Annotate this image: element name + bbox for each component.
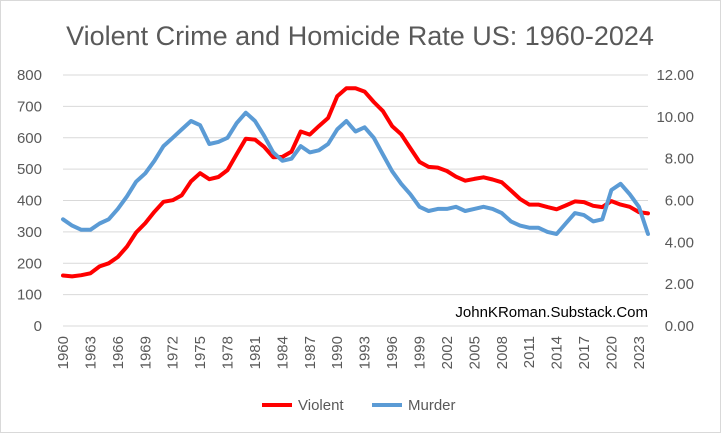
right-tick-label: 10.00 — [656, 109, 694, 126]
left-tick-label: 700 — [17, 98, 42, 115]
x-tick-label: 1978 — [220, 336, 237, 369]
x-tick-label: 1984 — [274, 336, 291, 369]
x-tick-label: 1972 — [165, 336, 182, 369]
x-tick-label: 1996 — [384, 336, 401, 369]
left-tick-label: 200 — [17, 255, 42, 272]
chart-title: Violent Crime and Homicide Rate US: 1960… — [66, 21, 654, 51]
source-annotation: JohnKRoman.Substack.Com — [455, 304, 648, 321]
x-tick-label: 1963 — [82, 336, 99, 369]
series-line-violent — [61, 86, 650, 279]
legend-label-murder: Murder — [408, 397, 456, 414]
x-tick-label: 1990 — [329, 336, 346, 369]
series-lines — [61, 86, 650, 279]
left-tick-label: 600 — [17, 130, 42, 147]
series-line-murder — [61, 110, 650, 236]
left-tick-label: 500 — [17, 161, 42, 178]
left-tick-label: 800 — [17, 67, 42, 84]
left-tick-label: 400 — [17, 193, 42, 210]
left-axis-ticks: 0 100 200 300 400 500 600 700 800 — [17, 67, 42, 335]
x-tick-label: 1966 — [110, 336, 127, 369]
x-tick-label: 2014 — [549, 336, 566, 369]
x-tick-label: 2023 — [631, 336, 648, 369]
right-tick-label: 2.00 — [665, 276, 694, 293]
x-tick-label: 1981 — [247, 336, 264, 369]
x-tick-label: 1969 — [137, 336, 154, 369]
legend-label-violent: Violent — [298, 397, 344, 414]
x-tick-label: 2008 — [494, 336, 511, 369]
x-tick-label: 2020 — [603, 336, 620, 369]
left-tick-label: 100 — [17, 287, 42, 304]
x-tick-label: 1987 — [302, 336, 319, 369]
right-tick-label: 12.00 — [656, 67, 694, 84]
x-tick-label: 2002 — [439, 336, 456, 369]
right-tick-label: 4.00 — [665, 234, 694, 251]
right-axis-ticks: 0.00 2.00 4.00 6.00 8.00 10.00 12.00 — [656, 67, 694, 335]
x-tick-label: 1993 — [357, 336, 374, 369]
right-tick-label: 6.00 — [665, 193, 694, 210]
x-tick-label: 1999 — [411, 336, 428, 369]
x-tick-label: 2017 — [576, 336, 593, 369]
right-tick-label: 8.00 — [665, 151, 694, 168]
x-tick-label: 2011 — [521, 336, 538, 368]
legend: Violent Murder — [262, 397, 456, 414]
left-tick-label: 300 — [17, 224, 42, 241]
right-tick-label: 0.00 — [665, 318, 694, 335]
x-tick-label: 1960 — [55, 336, 72, 369]
x-axis-ticks: 1960 1963 1966 1969 1972 1975 1978 1981 1984 1987… — [55, 336, 648, 369]
x-tick-label: 1975 — [192, 336, 209, 369]
gridlines — [63, 74, 648, 296]
left-tick-label: 0 — [34, 318, 42, 335]
x-tick-label: 2005 — [466, 336, 483, 369]
